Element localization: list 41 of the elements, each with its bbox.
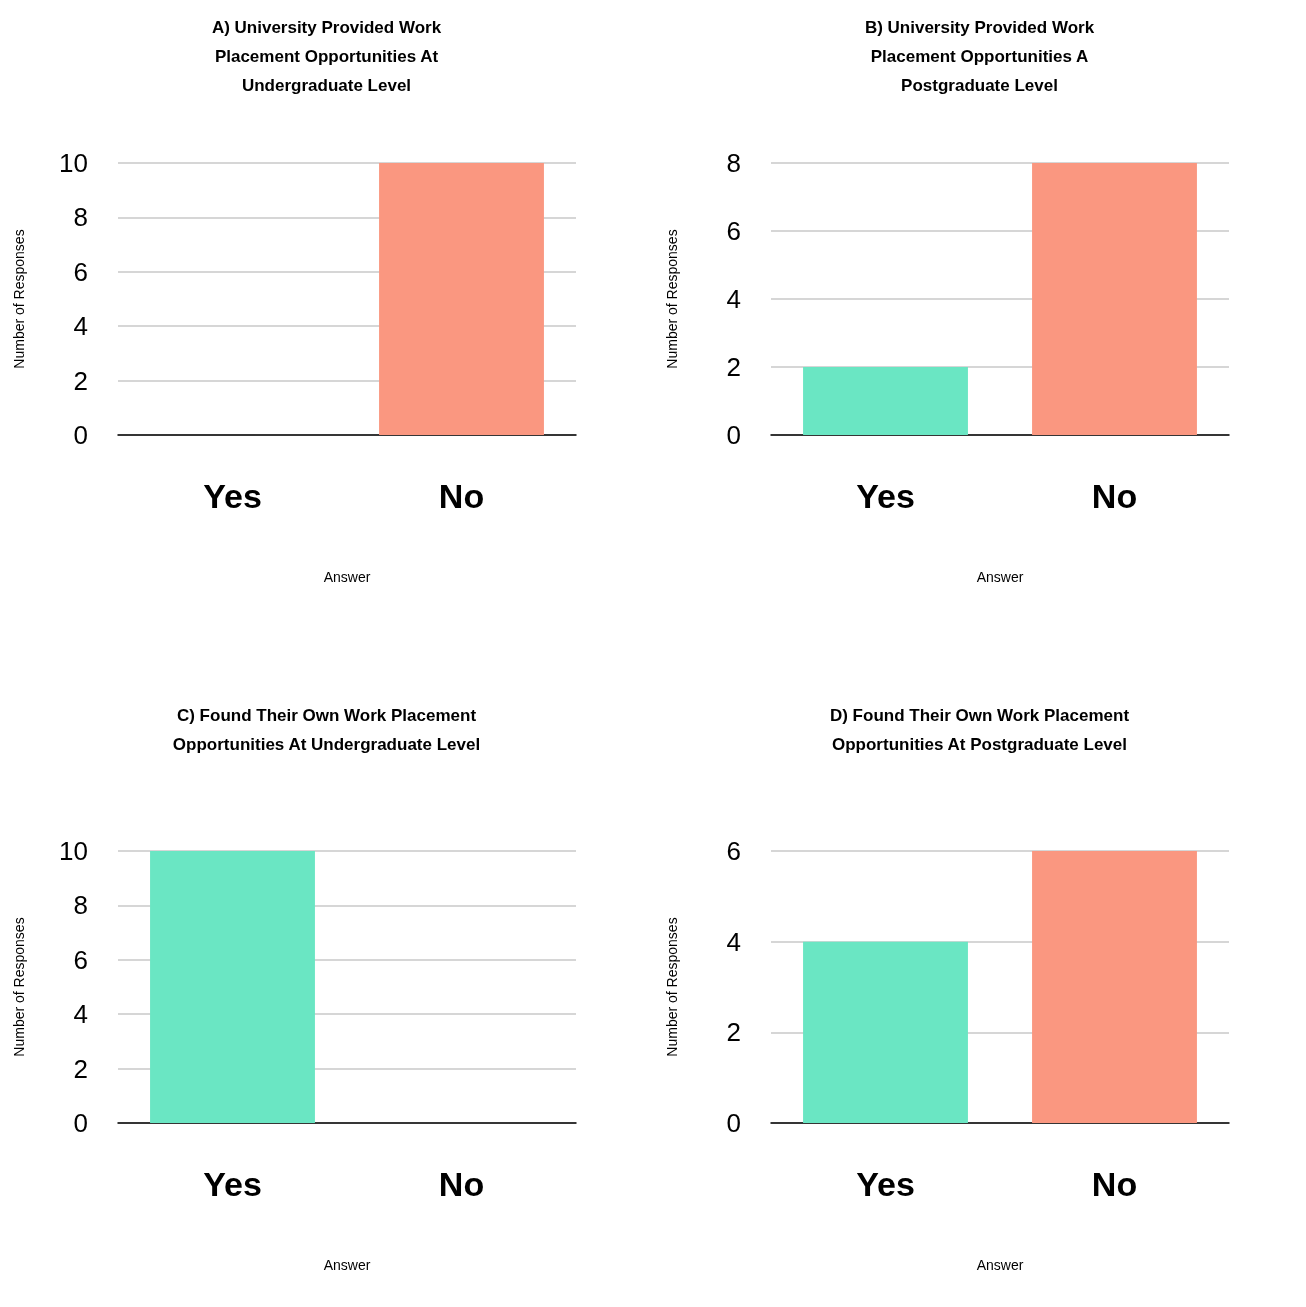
x-tick-label: No — [1091, 1165, 1138, 1203]
x-axis-title: Answer — [976, 569, 1024, 585]
y-tick-label: 0 — [73, 1108, 88, 1138]
y-tick-label: 8 — [726, 148, 741, 178]
y-tick-label: 2 — [726, 1017, 741, 1048]
y-tick-label: 0 — [73, 420, 88, 450]
y-tick-label: 8 — [73, 890, 88, 921]
x-tick-label: No — [438, 1165, 485, 1203]
x-axis-title: Answer — [976, 1257, 1024, 1273]
y-tick-label: 0 — [726, 420, 741, 450]
chart-title: C) Found Their Own Work Placement Opportunities At Undergraduate Level — [172, 706, 481, 754]
x-tick-label: No — [438, 477, 485, 515]
y-axis-title: Number of Responses — [11, 229, 27, 369]
chart-title: B) University Provided Work Placement Opportunities A Postgraduate Level — [864, 18, 1095, 95]
y-tick-label: 6 — [73, 256, 88, 287]
y-tick-label: 6 — [726, 216, 741, 246]
x-axis-title: Answer — [323, 569, 371, 585]
y-axis-title: Number of Responses — [11, 917, 27, 1057]
x-tick-label: Yes — [856, 1165, 915, 1203]
chart-title: D) Found Their Own Work Placement Opportunities At Postgraduate Level — [829, 706, 1130, 754]
y-tick-label: 6 — [726, 836, 741, 866]
y-tick-label: 4 — [726, 926, 741, 957]
x-tick-label: Yes — [203, 1165, 262, 1203]
y-tick-label: 4 — [73, 999, 88, 1030]
y-tick-label: 10 — [59, 148, 88, 178]
y-tick-label: 10 — [59, 836, 88, 866]
y-axis-title: Number of Responses — [664, 917, 680, 1057]
y-tick-label: 4 — [726, 284, 741, 314]
chart-title: A) University Provided Work Placement Opportunities At Undergraduate Level — [211, 18, 442, 95]
y-tick-label: 2 — [726, 352, 741, 382]
x-tick-label: Yes — [856, 477, 915, 515]
x-tick-label: Yes — [203, 477, 262, 515]
y-tick-label: 0 — [726, 1108, 741, 1138]
y-tick-label: 2 — [73, 365, 88, 396]
y-tick-label: 2 — [73, 1053, 88, 1084]
y-tick-label: 4 — [73, 311, 88, 342]
x-tick-label: No — [1091, 477, 1138, 515]
y-tick-label: 8 — [73, 202, 88, 233]
y-axis-title: Number of Responses — [664, 229, 680, 369]
x-axis-title: Answer — [323, 1257, 371, 1273]
y-tick-label: 6 — [73, 944, 88, 975]
